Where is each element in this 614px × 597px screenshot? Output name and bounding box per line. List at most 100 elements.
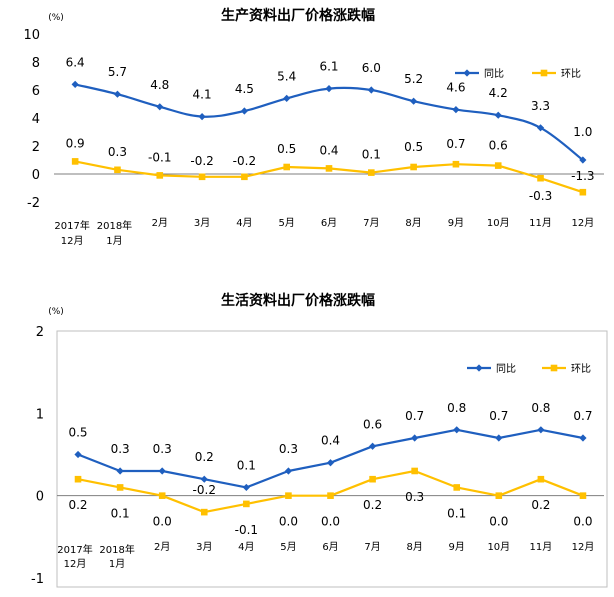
mom-data-label: 0.6 [489, 139, 508, 153]
x-tick-label: 7月 [363, 217, 379, 229]
mom-data-label: 0.1 [447, 506, 466, 520]
x-tick-label: 4月 [236, 217, 252, 229]
x-tick-label-line1: 2018年 [99, 543, 134, 556]
mom-point [116, 484, 124, 491]
mom-point [200, 508, 208, 516]
y-tick-label: -2 [27, 196, 40, 211]
yoy-point [240, 107, 248, 115]
mom-point [369, 475, 376, 483]
x-tick-label: 6月 [321, 217, 337, 229]
yoy-data-label: 0.8 [447, 401, 466, 415]
x-tick-label: 2017年 12月 [54, 219, 89, 247]
mom-data-label: 0.5 [277, 142, 296, 156]
y-tick-label: 8 [32, 56, 40, 71]
mom-data-label: 0.0 [279, 515, 298, 529]
yoy-data-label: 6.0 [362, 61, 381, 75]
y-tick-label: 2 [32, 140, 40, 155]
yoy-point [242, 483, 250, 492]
yoy-point [325, 85, 333, 93]
mom-point [453, 484, 461, 491]
consumer-goods-chart: 生活资料出厂价格涨跌幅 (%) 2 1 0 -1 2017年 12月 2018年 1月 2月 3月 4月… [31, 292, 608, 588]
mom-data-label: 0.0 [321, 515, 340, 529]
y-tick-label: 10 [23, 28, 40, 43]
yoy-point [368, 442, 377, 450]
yoy-data-label: 6.4 [66, 55, 85, 69]
x-tick-label-line2: 12月 [61, 235, 84, 247]
x-tick-label: 10月 [487, 541, 510, 553]
yoy-data-label: 0.6 [363, 417, 382, 431]
yoy-point [156, 103, 164, 111]
x-tick-label: 2018年 1月 [97, 219, 132, 247]
x-tick-label: 2月 [154, 541, 170, 553]
mom-legend-label: 环比 [571, 363, 591, 375]
yoy-point [495, 434, 503, 442]
x-tick-label: 8月 [406, 541, 422, 553]
mom-data-label: 0.1 [111, 506, 130, 520]
x-tick-label: 12月 [572, 541, 595, 553]
x-tick-label-line1: 2017年 [57, 543, 92, 556]
mom-point [452, 160, 460, 168]
y-tick-label: -1 [31, 572, 44, 587]
yoy-point [367, 86, 375, 94]
x-tick-label: 2018年 1月 [99, 543, 134, 570]
mom-point [495, 492, 503, 499]
mom-point [411, 467, 418, 475]
mom-data-label: 0.3 [405, 490, 424, 504]
mom-data-label: -0.2 [190, 154, 213, 168]
yoy-point [198, 113, 206, 121]
yoy-point [494, 111, 502, 119]
mom-point [241, 173, 248, 181]
yoy-point [71, 80, 79, 88]
yoy-point [326, 459, 335, 467]
mom-point [368, 169, 375, 176]
yoy-data-label: 0.7 [405, 409, 424, 423]
mom-data-label: 0.9 [66, 136, 85, 150]
mom-data-label: 0.1 [362, 148, 381, 162]
mom-point [285, 492, 292, 499]
mom-point [243, 500, 250, 508]
x-tick-label: 12月 [571, 217, 594, 229]
production-materials-chart: 生产资料出厂价格涨跌幅 (%) 10 8 6 4 2 0 -2 2017年 12月 2018年 1月 2月… [23, 7, 604, 247]
mom-point [156, 172, 164, 179]
y-tick-label: 4 [32, 112, 40, 127]
mom-point [579, 188, 587, 196]
yoy-legend-label: 同比 [496, 363, 516, 375]
yoy-data-label: 0.7 [489, 409, 508, 423]
yoy-data-label: 4.1 [193, 88, 212, 102]
mom-data-label: -0.1 [235, 523, 258, 537]
yoy-data-label: 0.3 [153, 442, 172, 456]
yoy-data-label: 0.3 [111, 442, 130, 456]
yoy-data-label: 0.2 [195, 450, 214, 464]
chart-title: 生产资料出厂价格涨跌幅 [221, 7, 375, 24]
yoy-point [579, 434, 587, 442]
yoy-legend-label: 同比 [484, 68, 504, 80]
x-tick-label-line2: 1月 [106, 235, 122, 247]
yoy-point [537, 426, 545, 434]
yoy-data-label: 0.7 [573, 409, 592, 423]
x-tick-label: 9月 [449, 541, 465, 553]
yoy-point [410, 97, 418, 105]
mom-data-label: -1.3 [571, 169, 594, 183]
mom-data-label: -0.3 [529, 189, 552, 203]
mom-point [537, 174, 544, 182]
mom-point [71, 158, 79, 165]
mom-data-label: 0.0 [573, 515, 592, 529]
x-tick-label: 3月 [196, 541, 212, 553]
mom-data-label: -0.2 [233, 154, 256, 168]
x-tick-label: 3月 [194, 217, 210, 229]
yoy-data-label: 4.2 [489, 86, 508, 100]
x-tick-label-line2: 1月 [109, 558, 125, 570]
y-tick-label: 6 [32, 84, 40, 99]
mom-point [325, 165, 333, 172]
mom-data-label: 0.2 [68, 498, 87, 512]
mom-data-label: 0.0 [489, 515, 508, 529]
yoy-point [116, 467, 124, 475]
plot-frame [56, 330, 608, 588]
mom-data-label: 0.5 [404, 140, 423, 154]
yoy-data-label: 0.3 [279, 442, 298, 456]
yoy-data-label: 0.1 [237, 458, 256, 472]
yoy-point [284, 467, 293, 475]
y-tick-label: 0 [32, 168, 40, 183]
x-tick-label: 5月 [280, 541, 296, 553]
